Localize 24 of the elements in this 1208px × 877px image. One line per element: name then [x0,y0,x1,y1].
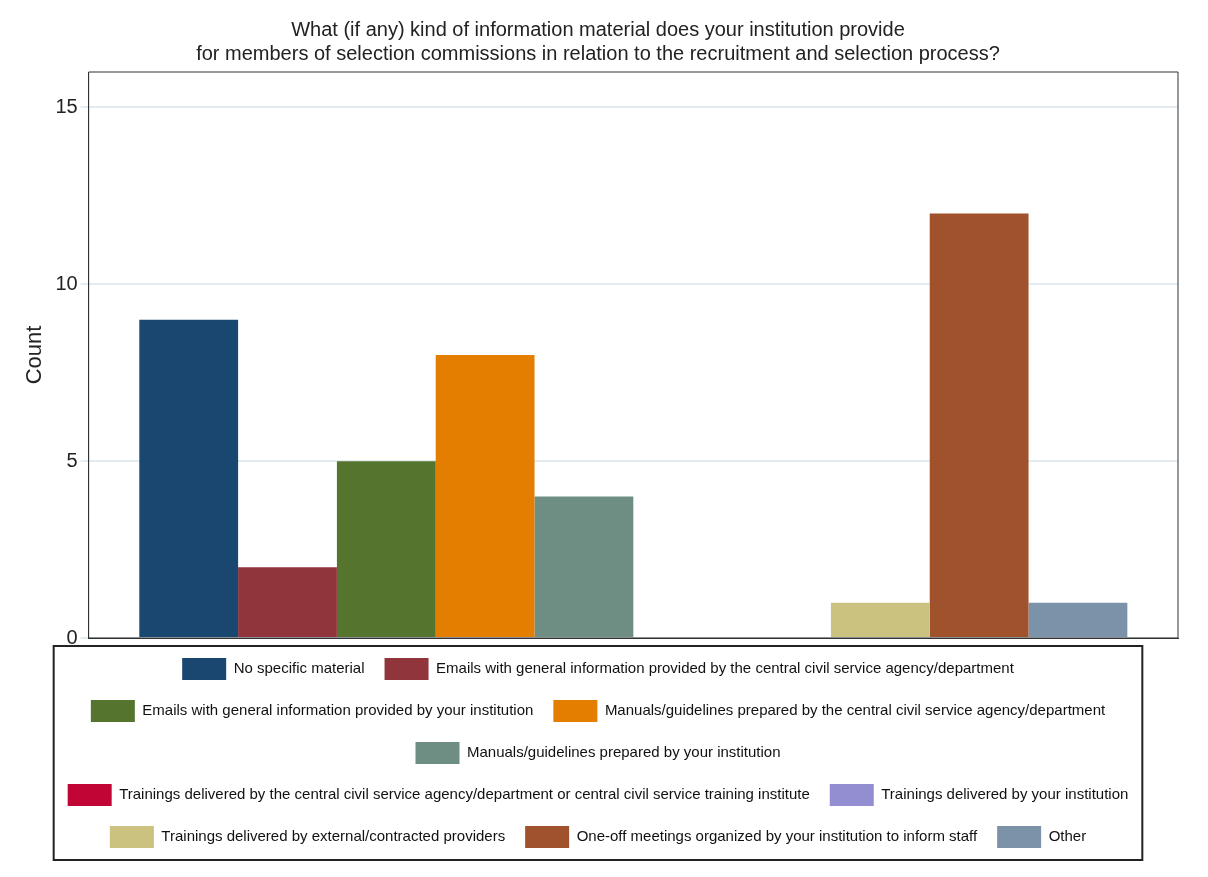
legend-label: Trainings delivered by external/contracted providers [161,827,506,845]
bar [929,213,1029,637]
legend-label: Trainings delivered by your institution [881,785,1129,803]
bar [534,496,634,637]
y-tick-label: 10 [55,271,78,294]
legend-label: Emails with general information provided by your institution [142,701,534,719]
bar [139,319,239,637]
legend-label: Other [1048,827,1087,845]
bar [1028,602,1128,637]
bar [830,602,930,637]
bar [238,567,337,637]
legend-label: Trainings delivered by the central civil service agency/department or central civil service training institute [119,785,810,803]
legend-label: Manuals/guidelines prepared by your institution [466,743,781,761]
y-tick-label: 5 [66,448,78,471]
y-tick-label: 0 [66,625,78,648]
bar [336,461,436,637]
y-axis-title: Count [21,325,47,385]
legend-label: One-off meetings organized by your institution to inform staff [576,827,978,845]
y-tick-label: 15 [55,94,78,117]
legend-label: Manuals/guidelines prepared by the central civil service agency/department [604,701,1106,719]
chart-title: What (if any) kind of information material does your institution provide for members of selection commissions in relation to the recruitment and selection process? [196,17,1000,64]
bar [435,355,535,637]
legend-label: No specific material [233,659,365,677]
legend-label: Emails with general information provided by the central civil service agency/department [436,659,1015,677]
